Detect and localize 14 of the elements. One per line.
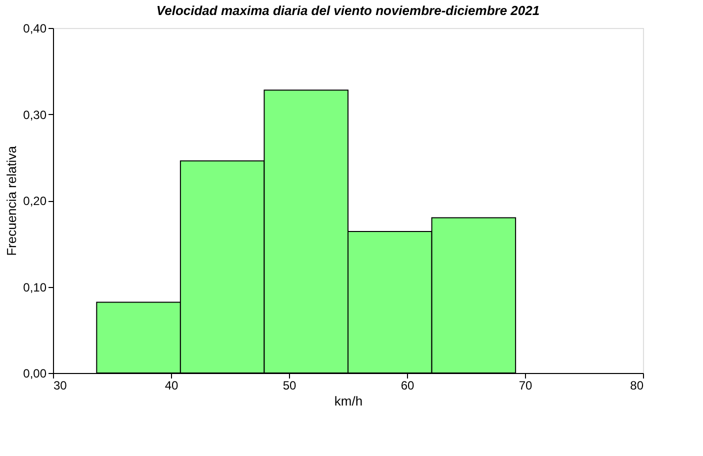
y-axis-title: Frecuencia relativa [4,145,20,256]
x-tick-label: 50 [282,378,296,392]
y-tick-label: 0,00 [23,366,47,380]
y-tick-label: 0,40 [23,22,47,36]
x-tick-label: 80 [630,378,644,392]
x-axis-title: km/h [334,394,363,408]
x-tick-label: 40 [164,378,178,392]
chart-title: Velocidad maxima diaria del viento noviembre-diciembre 2021 [156,3,540,18]
x-tick-label: 70 [518,378,532,392]
x-tick-label: 30 [54,378,68,392]
y-tick-label: 0,20 [23,194,47,208]
y-tick-label: 0,10 [23,280,47,294]
x-tick-label: 60 [400,378,414,392]
y-tick-label: 0,30 [23,108,47,122]
